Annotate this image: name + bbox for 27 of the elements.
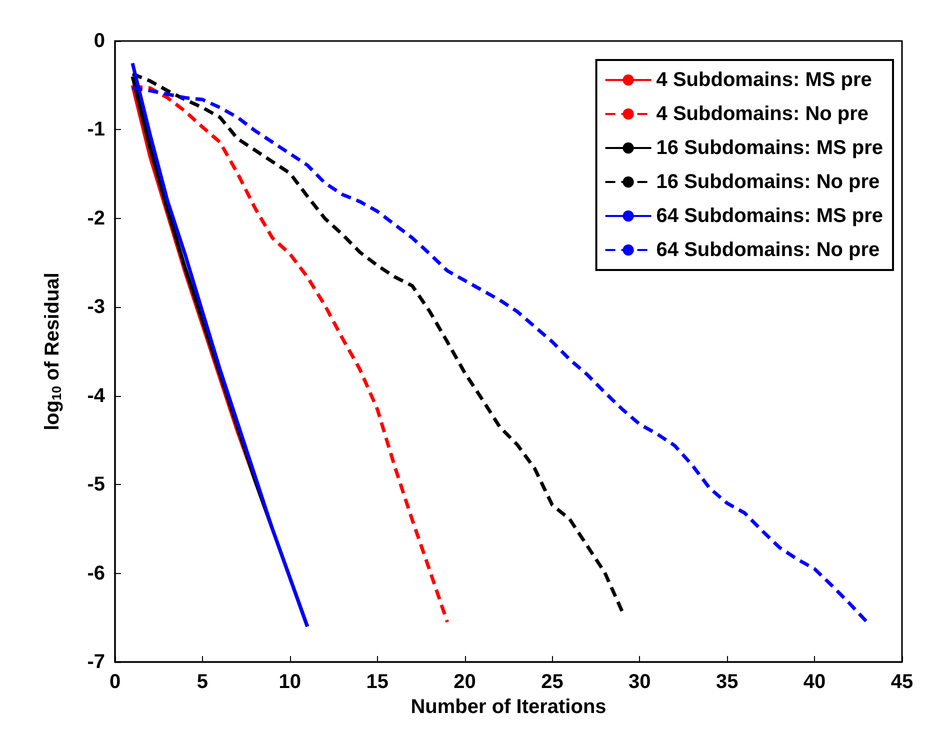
x-axis-title: Number of Iterations bbox=[410, 696, 606, 718]
legend-label: 4 Subdomains: MS pre bbox=[656, 69, 872, 91]
x-tick-label: 10 bbox=[278, 671, 302, 693]
y-tick-label: -1 bbox=[87, 118, 105, 141]
x-tick-label: 5 bbox=[196, 671, 208, 693]
x-tick-label: 0 bbox=[109, 671, 121, 693]
legend-label: 16 Subdomains: MS pre bbox=[656, 137, 884, 159]
y-tick-label: -5 bbox=[87, 474, 105, 496]
x-tick-label: 45 bbox=[890, 671, 914, 693]
x-tick-label: 30 bbox=[628, 671, 651, 693]
x-tick-label: 40 bbox=[803, 671, 826, 693]
x-tick-label: 15 bbox=[366, 671, 388, 693]
legend-label: 64 Subdomains: No pre bbox=[656, 239, 880, 261]
y-axis-title: log10 of Residual bbox=[42, 272, 64, 430]
y-tick-label: -4 bbox=[87, 384, 106, 407]
legend-label: 64 Subdomains: MS pre bbox=[656, 205, 884, 227]
y-tick-label: -3 bbox=[87, 296, 105, 318]
line-series bbox=[130, 72, 624, 614]
y-tick-label: -2 bbox=[87, 207, 105, 230]
y-tick-label: -7 bbox=[87, 651, 105, 673]
x-tick-label: 25 bbox=[541, 671, 564, 693]
legend-label: 4 Subdomains: No pre bbox=[656, 103, 869, 125]
x-tick-label: 35 bbox=[716, 671, 738, 693]
legend-label: 16 Subdomains: No pre bbox=[656, 171, 880, 193]
y-tick-label: -6 bbox=[87, 562, 105, 584]
y-tick-label: 0 bbox=[94, 30, 105, 52]
x-tick-label: 20 bbox=[454, 671, 476, 693]
